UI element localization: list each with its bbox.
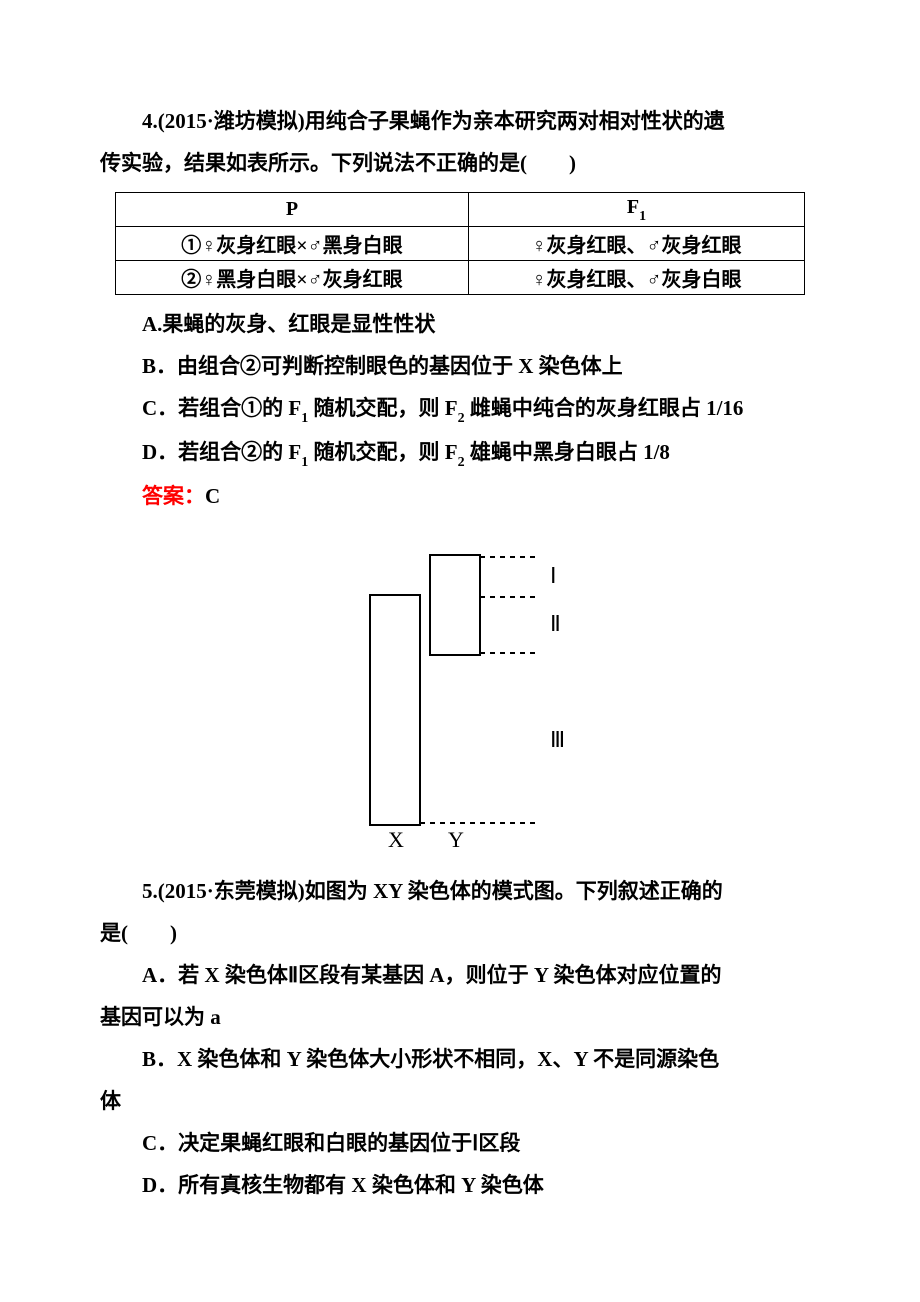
- answer-value: C: [205, 484, 220, 508]
- q4-table: P F1 ①♀灰身红眼×♂黑身白眼 ♀灰身红眼、♂灰身红眼 ②♀黑身白眼×♂灰身…: [115, 192, 805, 295]
- q5-option-b-line1: B．X 染色体和 Y 染色体大小形状不相同，X、Y 不是同源染色: [100, 1038, 820, 1080]
- f-sub: 1: [639, 209, 646, 224]
- q4-c-sub1: 1: [301, 411, 308, 426]
- q4-r2c1: ②♀黑身白眼×♂灰身红眼: [116, 261, 469, 295]
- q4-th-f: F1: [468, 193, 804, 227]
- q4-c-post: 雌蝇中纯合的灰身红眼占 1/16: [465, 396, 744, 420]
- q4-r1c1: ①♀灰身红眼×♂黑身白眼: [116, 227, 469, 261]
- q4-d-sub1: 1: [301, 455, 308, 470]
- q4-c-sub2: 2: [458, 411, 465, 426]
- q4-c-mid: 随机交配，则 F: [308, 396, 457, 420]
- q5-option-c: C．决定果蝇红眼和白眼的基因位于Ⅰ区段: [100, 1122, 820, 1164]
- svg-text:Ⅱ: Ⅱ: [550, 611, 561, 636]
- q4-d-post: 雄蝇中黑身白眼占 1/8: [465, 440, 670, 464]
- table-row: P F1: [116, 193, 805, 227]
- q4-answer: 答案：C: [100, 475, 820, 517]
- q4-option-b: B．由组合②可判断控制眼色的基因位于 X 染色体上: [100, 345, 820, 387]
- q4-d-mid: 随机交配，则 F: [308, 440, 457, 464]
- q4-option-c: C．若组合①的 F1 随机交配，则 F2 雌蝇中纯合的灰身红眼占 1/16: [100, 387, 820, 431]
- svg-text:Y: Y: [448, 827, 464, 852]
- q5-stem-line2: 是( ): [100, 912, 820, 954]
- q4-th-p: P: [116, 193, 469, 227]
- q4-option-d: D．若组合②的 F1 随机交配，则 F2 雄蝇中黑身白眼占 1/8: [100, 431, 820, 475]
- q4-r1c2: ♀灰身红眼、♂灰身红眼: [468, 227, 804, 261]
- q4-stem-line1: 4.(2015·潍坊模拟)用纯合子果蝇作为亲本研究两对相对性状的遗: [100, 100, 820, 142]
- svg-text:Ⅰ: Ⅰ: [550, 563, 557, 588]
- q5-option-d: D．所有真核生物都有 X 染色体和 Y 染色体: [100, 1164, 820, 1206]
- f-label: F: [627, 196, 639, 218]
- table-row: ②♀黑身白眼×♂灰身红眼 ♀灰身红眼、♂灰身白眼: [116, 261, 805, 295]
- q4-stem-line2: 传实验，结果如表所示。下列说法不正确的是( ): [100, 142, 820, 184]
- q4-r2c2: ♀灰身红眼、♂灰身白眼: [468, 261, 804, 295]
- q5-option-a-line2: 基因可以为 a: [100, 996, 820, 1038]
- q4-option-a: A.果蝇的灰身、红眼是显性性状: [100, 303, 820, 345]
- svg-text:Ⅲ: Ⅲ: [550, 727, 565, 752]
- q5-option-b-line2: 体: [100, 1080, 820, 1122]
- q5-option-a-line1: A．若 X 染色体Ⅱ区段有某基因 A，则位于 Y 染色体对应位置的: [100, 954, 820, 996]
- q4-d-sub2: 2: [458, 455, 465, 470]
- q4-c-pre: C．若组合①的 F: [142, 396, 301, 420]
- q5-stem-line1: 5.(2015·东莞模拟)如图为 XY 染色体的模式图。下列叙述正确的: [100, 870, 820, 912]
- xy-diagram: Ⅰ Ⅱ Ⅲ X Y: [310, 535, 610, 855]
- answer-label: 答案：: [142, 484, 205, 508]
- table-row: ①♀灰身红眼×♂黑身白眼 ♀灰身红眼、♂灰身红眼: [116, 227, 805, 261]
- q4-d-pre: D．若组合②的 F: [142, 440, 301, 464]
- xy-diagram-wrap: Ⅰ Ⅱ Ⅲ X Y: [100, 535, 820, 860]
- svg-text:X: X: [388, 827, 404, 852]
